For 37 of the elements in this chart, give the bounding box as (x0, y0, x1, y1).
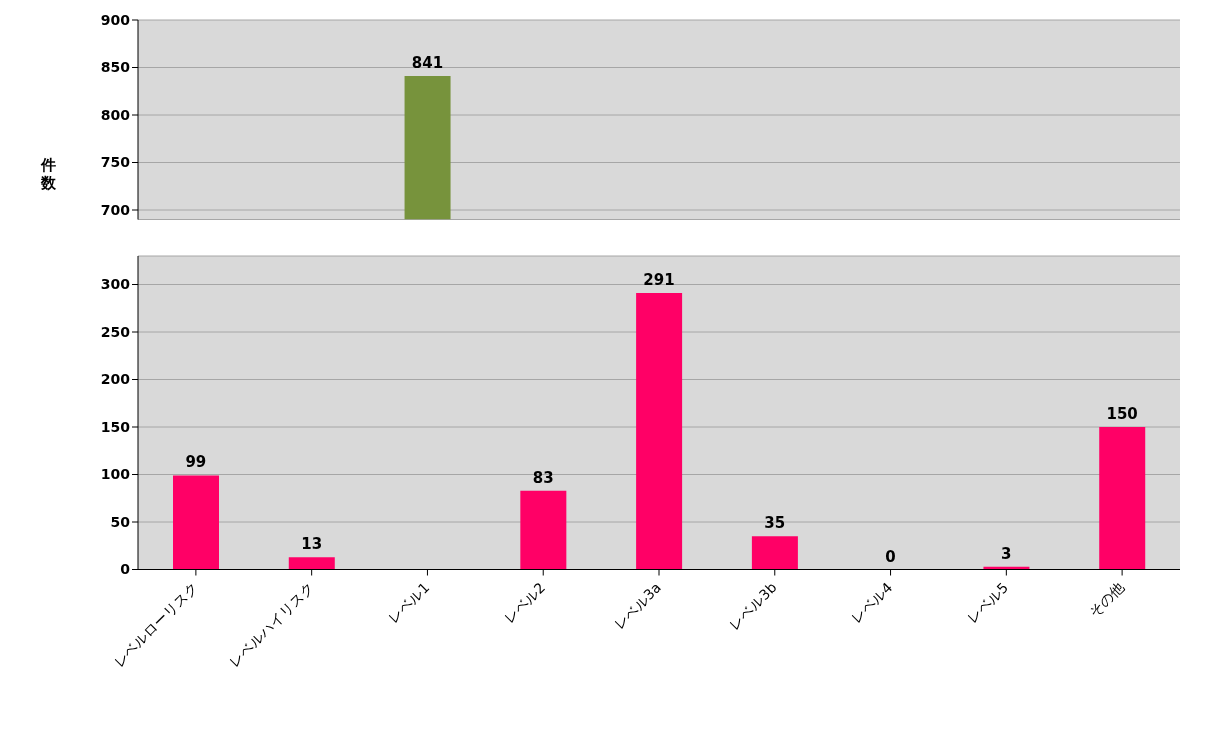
y-tick-label: 50 (110, 513, 131, 530)
data-label: 83 (532, 468, 554, 487)
x-tick-label: レベル5 (963, 578, 1012, 626)
x-tick-label: その他 (1086, 578, 1128, 620)
bar (288, 556, 335, 569)
bar (751, 535, 798, 569)
x-tick-label: レベル2 (500, 578, 549, 626)
x-tick-label: レベルハイリスク (226, 578, 317, 670)
y-tick-label: 150 (100, 418, 131, 435)
x-tick-label: レベルローリスク (110, 578, 201, 670)
y-tick-label: 100 (100, 465, 131, 482)
data-label: 291 (643, 270, 675, 289)
y-tick-label: 250 (100, 323, 131, 340)
y-tick-label: 300 (100, 275, 131, 292)
data-label: 99 (185, 452, 207, 471)
y-tick-label: 750 (100, 154, 131, 171)
y-tick-label: 800 (100, 106, 131, 123)
bar (520, 490, 567, 569)
y-tick-label: 700 (100, 201, 131, 218)
bar (173, 474, 219, 569)
bar (636, 292, 683, 569)
data-label: 841 (411, 54, 444, 73)
x-tick-label: レベル3b (726, 578, 780, 633)
y-tick-label: 850 (100, 59, 131, 76)
data-label: 35 (764, 513, 786, 532)
y-tick-label: 900 (100, 11, 131, 28)
x-tick-label: レベル3a (610, 578, 664, 633)
y-tick-label: 200 (100, 370, 131, 387)
data-label: 150 (1106, 404, 1138, 423)
data-label: 0 (885, 547, 896, 565)
y-axis-title: 件数 (39, 156, 57, 192)
x-tick-label: レベル4 (848, 578, 896, 626)
x-tick-label: レベル1 (385, 578, 433, 626)
data-label: 3 (1001, 544, 1012, 563)
y-tick-label: 0 (120, 560, 131, 577)
bar (1099, 426, 1146, 569)
data-label: 13 (301, 534, 323, 553)
